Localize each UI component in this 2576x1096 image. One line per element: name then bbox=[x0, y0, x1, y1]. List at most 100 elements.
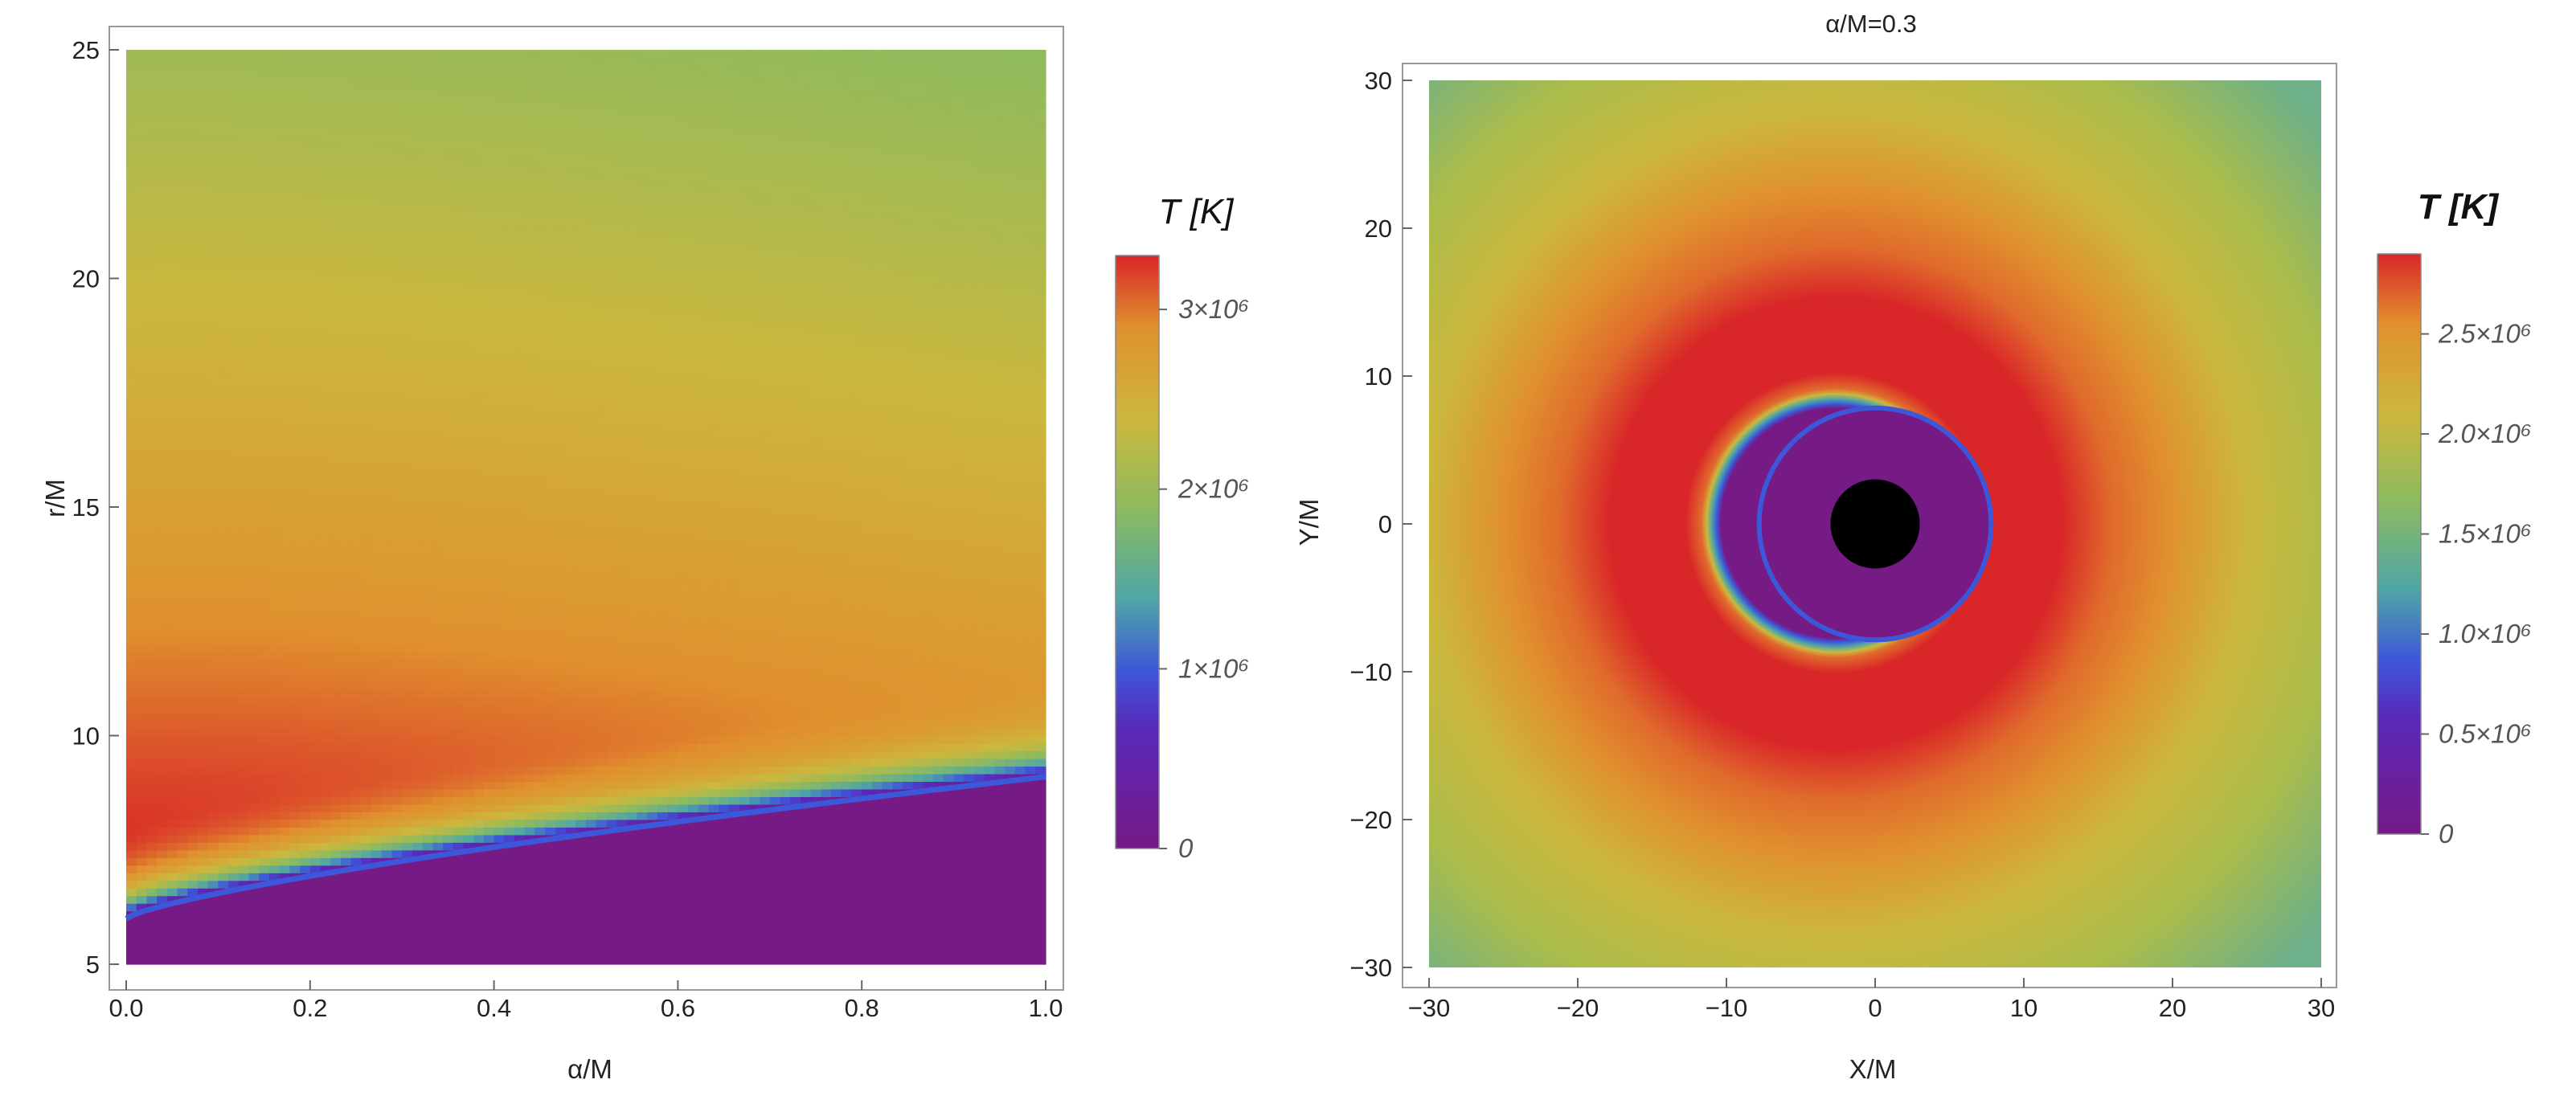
heat-cell bbox=[350, 659, 362, 668]
heat-cell bbox=[514, 812, 526, 820]
heat-cell bbox=[361, 407, 372, 416]
heat-cell bbox=[157, 149, 168, 157]
heat-cell bbox=[371, 301, 383, 310]
heat-cell bbox=[330, 689, 342, 698]
heat-cell bbox=[463, 735, 474, 744]
heat-cell bbox=[340, 682, 352, 691]
heat-cell bbox=[493, 293, 505, 302]
heat-cell bbox=[309, 507, 321, 516]
heat-cell bbox=[268, 849, 281, 858]
heat-cell bbox=[453, 103, 465, 112]
heat-cell bbox=[279, 110, 290, 119]
heat-cell bbox=[473, 842, 485, 851]
heat-cell bbox=[350, 476, 362, 485]
heat-cell bbox=[207, 545, 219, 554]
heat-cell bbox=[463, 377, 474, 386]
heat-cell bbox=[207, 232, 219, 241]
heat-cell bbox=[524, 514, 536, 523]
heat-cell bbox=[483, 667, 495, 676]
heat-cell bbox=[391, 819, 403, 828]
heat-cell bbox=[187, 560, 199, 569]
heat-cell bbox=[350, 217, 362, 226]
heat-cell bbox=[514, 301, 526, 310]
heat-cell bbox=[463, 316, 474, 325]
heat-cell bbox=[350, 758, 362, 767]
heat-cell bbox=[493, 446, 505, 455]
heat-cell bbox=[136, 773, 148, 782]
heat-cell bbox=[166, 407, 178, 416]
heat-cell bbox=[412, 705, 424, 714]
heat-cell bbox=[197, 331, 209, 340]
heat-cell bbox=[309, 644, 321, 652]
heat-cell bbox=[381, 552, 393, 561]
heat-cell bbox=[514, 125, 526, 134]
heat-cell bbox=[361, 179, 372, 188]
heat-cell bbox=[248, 171, 260, 180]
heat-cell bbox=[330, 842, 342, 851]
heat-cell bbox=[330, 88, 342, 96]
heat-cell bbox=[268, 407, 281, 416]
heat-cell bbox=[259, 659, 270, 668]
heat-cell bbox=[238, 293, 250, 302]
heat-cell bbox=[268, 194, 281, 203]
heat-cell bbox=[514, 141, 526, 149]
heat-cell bbox=[391, 453, 403, 462]
heat-cell bbox=[371, 64, 383, 74]
heat-cell bbox=[493, 796, 505, 805]
heat-cell bbox=[289, 742, 301, 752]
heat-cell bbox=[268, 827, 281, 836]
heat-cell bbox=[483, 521, 495, 531]
heat-cell bbox=[309, 674, 321, 683]
heat-cell bbox=[218, 461, 229, 470]
heat-cell bbox=[381, 545, 393, 554]
heat-cell bbox=[432, 834, 444, 843]
heat-cell bbox=[534, 217, 546, 226]
heat-cell bbox=[504, 377, 515, 386]
heat-cell bbox=[300, 476, 311, 485]
heat-cell bbox=[412, 95, 424, 104]
heat-cell bbox=[248, 232, 260, 241]
heat-cell bbox=[432, 210, 444, 219]
heat-cell bbox=[136, 339, 148, 348]
heat-cell bbox=[493, 309, 505, 317]
heat-cell bbox=[422, 545, 433, 554]
heat-cell bbox=[402, 453, 413, 462]
heat-cell bbox=[309, 453, 321, 462]
heat-cell bbox=[534, 293, 546, 302]
heat-cell bbox=[493, 591, 505, 599]
heat-cell bbox=[340, 606, 352, 615]
heat-cell bbox=[259, 57, 270, 66]
heat-cell bbox=[238, 339, 250, 348]
heat-cell bbox=[453, 560, 465, 569]
heat-cell bbox=[309, 804, 321, 812]
heat-cell bbox=[361, 293, 372, 302]
heat-cell bbox=[289, 728, 301, 737]
heat-cell bbox=[473, 88, 485, 96]
heat-cell bbox=[279, 613, 290, 622]
heat-cell bbox=[483, 50, 495, 59]
heat-cell bbox=[146, 705, 158, 714]
heat-cell bbox=[218, 331, 229, 340]
heat-cell bbox=[402, 171, 413, 180]
heat-cell bbox=[432, 256, 444, 264]
heat-cell bbox=[238, 57, 250, 66]
heat-cell bbox=[218, 788, 229, 797]
heat-cell bbox=[146, 110, 158, 119]
heat-cell bbox=[268, 742, 281, 752]
heat-cell bbox=[238, 141, 250, 149]
heat-cell bbox=[524, 628, 536, 637]
heat-cell bbox=[402, 156, 413, 165]
heat-cell bbox=[534, 278, 546, 287]
heat-cell bbox=[371, 689, 383, 698]
heat-cell bbox=[534, 713, 546, 722]
heat-cell bbox=[259, 697, 270, 706]
heat-cell bbox=[534, 606, 546, 615]
heat-cell bbox=[279, 431, 290, 440]
heat-cell bbox=[289, 849, 301, 858]
heat-cell bbox=[453, 278, 465, 287]
heat-cell bbox=[166, 240, 178, 249]
heat-cell bbox=[402, 766, 413, 775]
heat-cell bbox=[545, 446, 556, 455]
heat-cell bbox=[504, 521, 515, 531]
heat-cell bbox=[309, 865, 321, 873]
